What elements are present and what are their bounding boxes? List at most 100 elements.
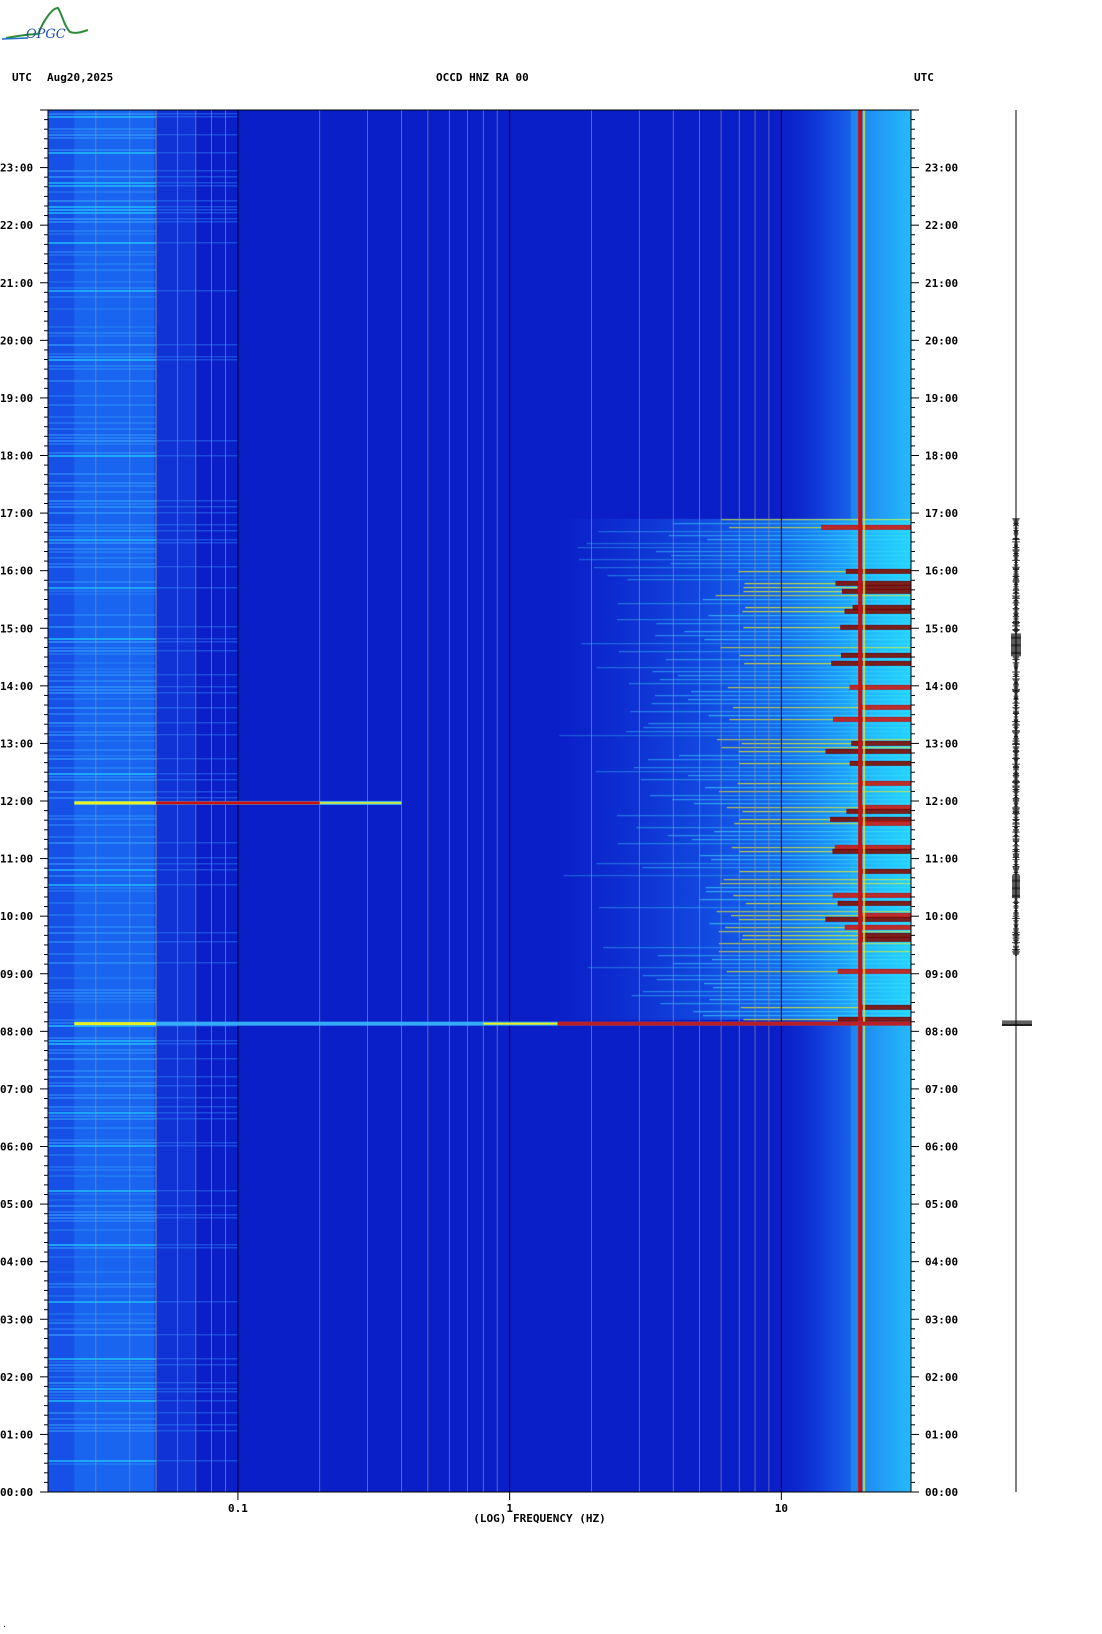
noise-row — [156, 797, 238, 799]
low-band-row — [48, 233, 157, 235]
header-date: Aug20,2025 — [47, 71, 114, 84]
noise-row — [156, 530, 238, 532]
daytime-row — [737, 782, 911, 785]
noise-row — [156, 542, 238, 544]
low-band-row — [48, 1025, 157, 1027]
daytime-row — [596, 862, 911, 865]
low-band-row — [48, 230, 157, 232]
daytime-row — [602, 946, 911, 949]
daytime-row — [699, 898, 911, 901]
noise-row — [156, 359, 238, 361]
daytime-burst — [846, 808, 911, 814]
daytime-row — [731, 846, 911, 849]
low-band-row — [48, 443, 157, 445]
low-band-row — [48, 1358, 157, 1360]
y-tick-label-right: 12:00 — [925, 795, 958, 808]
low-band-row — [48, 1313, 157, 1315]
noise-row — [156, 290, 238, 292]
low-band-row — [48, 524, 157, 526]
low-band-row — [48, 416, 157, 418]
noise-row — [156, 1460, 238, 1462]
header-utc-right: UTC — [914, 71, 934, 84]
low-band-row — [48, 1271, 157, 1273]
low-band-row — [48, 1145, 157, 1147]
noise-row — [156, 539, 238, 541]
daytime-row — [594, 566, 911, 569]
low-band-row — [48, 170, 157, 172]
daytime-burst — [830, 816, 911, 822]
daytime-row — [702, 598, 911, 601]
daytime-row — [743, 590, 911, 593]
opgc-logo: OPGC — [1, 6, 89, 42]
daytime-row — [617, 618, 911, 621]
noise-row — [156, 1097, 238, 1099]
low-band-row — [48, 758, 157, 760]
x-tick-label: 1 — [506, 1502, 513, 1515]
low-band-row — [48, 287, 157, 289]
low-band-row — [48, 713, 157, 715]
y-tick-label-left: 17:00 — [0, 507, 33, 520]
daytime-row — [643, 726, 911, 729]
low-band-row — [48, 1319, 157, 1321]
daytime-row — [742, 810, 911, 813]
y-tick-label-left: 20:00 — [0, 334, 33, 347]
low-band-row — [48, 779, 157, 781]
low-band-row — [48, 1052, 157, 1054]
daytime-row — [718, 790, 911, 793]
daytime-row — [741, 742, 911, 745]
daytime-burst — [844, 924, 911, 930]
low-band-row — [48, 953, 157, 955]
daytime-row — [642, 974, 911, 977]
daytime-burst — [844, 608, 911, 614]
low-band-row — [48, 1424, 157, 1426]
low-band-row — [48, 1385, 157, 1387]
low-band-row — [48, 1229, 157, 1231]
daytime-burst — [840, 652, 911, 658]
low-band-row — [48, 722, 157, 724]
noise-row — [156, 182, 238, 184]
noise-row — [156, 1106, 238, 1108]
daytime-row — [668, 834, 911, 837]
y-tick-label-right: 21:00 — [925, 277, 958, 290]
daytime-row — [616, 814, 911, 817]
y-tick-label-left: 06:00 — [0, 1141, 33, 1154]
low-band-row — [48, 1106, 157, 1108]
noise-row — [156, 626, 238, 628]
noise-row — [156, 1025, 238, 1027]
low-band-row — [48, 824, 157, 826]
low-band-row — [48, 542, 157, 544]
low-band-row — [48, 368, 157, 370]
daytime-row — [738, 918, 911, 921]
noise-row — [156, 1205, 238, 1207]
low-band-row — [48, 1001, 157, 1003]
low-band-row — [48, 1175, 157, 1177]
noise-row — [156, 1247, 238, 1249]
low-band-row — [48, 995, 157, 997]
daytime-row — [720, 882, 911, 885]
y-tick-label-left: 19:00 — [0, 392, 33, 405]
noise-row — [156, 869, 238, 871]
noise-row — [156, 1217, 238, 1219]
noise-row — [156, 857, 238, 859]
low-band-row — [48, 815, 157, 817]
low-band-row — [48, 455, 157, 457]
daytime-row — [588, 966, 911, 969]
low-band-row — [48, 836, 157, 838]
daytime-row — [709, 922, 911, 925]
daytime-burst — [825, 916, 911, 922]
low-band-row — [48, 1328, 157, 1330]
low-band-row — [48, 1199, 157, 1201]
low-band-row — [48, 326, 157, 328]
low-band-row — [48, 1412, 157, 1414]
y-tick-label-left: 04:00 — [0, 1256, 33, 1269]
noise-row — [156, 116, 238, 118]
low-band-row — [48, 1109, 157, 1111]
y-tick-label-left: 12:00 — [0, 795, 33, 808]
daytime-burst — [849, 760, 911, 766]
low-band-row — [48, 1295, 157, 1297]
noise-row — [156, 113, 238, 115]
noise-row — [156, 773, 238, 775]
low-band-row — [48, 1049, 157, 1051]
low-band-row — [48, 1334, 157, 1336]
low-band-row — [48, 1082, 157, 1084]
